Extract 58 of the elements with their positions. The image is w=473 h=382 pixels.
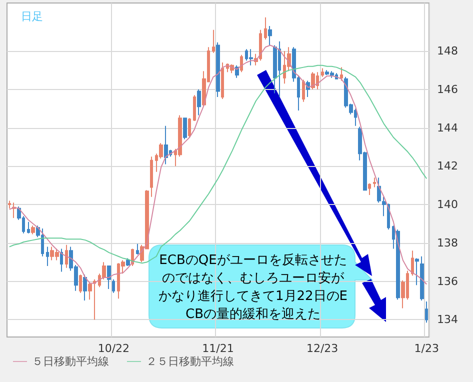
candlestick bbox=[221, 62, 224, 100]
candlestick bbox=[60, 248, 63, 272]
annotation: ECBのQEがユーロを反転させたのではなく、むしろユーロ安がかなり進行してきて1月22日のECBの量的緩和を迎えた bbox=[157, 252, 349, 324]
candlestick bbox=[79, 274, 82, 294]
candlestick bbox=[197, 88, 201, 116]
candlestick bbox=[302, 79, 305, 102]
candlestick bbox=[126, 258, 130, 266]
legend-label: ５日移動平均線 bbox=[32, 355, 109, 368]
candlestick bbox=[107, 265, 111, 290]
y-tick-label: 136 bbox=[437, 274, 458, 288]
candlestick bbox=[259, 29, 262, 62]
candlestick bbox=[311, 72, 315, 90]
candlestick bbox=[373, 177, 376, 188]
candlestick bbox=[396, 229, 400, 300]
candlestick bbox=[150, 156, 153, 198]
candlestick bbox=[93, 278, 96, 320]
candlestick bbox=[183, 118, 187, 140]
candlestick bbox=[321, 68, 324, 78]
candlestick bbox=[377, 177, 381, 204]
candlestick bbox=[212, 29, 215, 54]
candlestick bbox=[46, 246, 49, 266]
y-tick-label: 140 bbox=[437, 198, 458, 212]
candlestick bbox=[112, 278, 115, 294]
candlestick bbox=[188, 118, 191, 138]
candlestick bbox=[249, 48, 253, 66]
candlestick bbox=[164, 125, 168, 165]
candlestick bbox=[216, 42, 220, 98]
candlestick bbox=[83, 274, 87, 302]
candlestick bbox=[425, 300, 428, 324]
candlestick bbox=[415, 258, 419, 286]
y-tick-label: 146 bbox=[437, 82, 458, 96]
candlestick bbox=[411, 250, 414, 276]
x-tick-label: 11/21 bbox=[202, 342, 234, 355]
y-tick-label: 134 bbox=[437, 313, 458, 326]
candlestick bbox=[136, 243, 139, 255]
candlestick bbox=[268, 26, 272, 46]
x-tick-label: 12/23 bbox=[306, 342, 338, 355]
candlestick bbox=[65, 244, 68, 268]
y-tick-label: 144 bbox=[437, 121, 458, 134]
y-tick-label: 142 bbox=[437, 160, 458, 173]
x-tick-label: 1/23 bbox=[414, 342, 439, 355]
candlestick bbox=[273, 44, 277, 94]
y-tick-label: 148 bbox=[437, 44, 458, 58]
candlestick bbox=[31, 225, 35, 235]
candlestick bbox=[368, 182, 371, 196]
candlestick bbox=[240, 54, 243, 73]
line-series bbox=[8, 44, 428, 285]
text: 日足 bbox=[21, 10, 43, 23]
candlestick bbox=[420, 256, 424, 302]
candlestick bbox=[8, 200, 11, 209]
candlestick bbox=[88, 282, 92, 300]
x-tick-label: 10/22 bbox=[98, 342, 130, 355]
legend-label: ２５日移動平均線 bbox=[146, 355, 234, 368]
candlestick bbox=[193, 94, 196, 122]
candlestick bbox=[27, 221, 30, 234]
y-tick-label: 138 bbox=[437, 236, 458, 250]
candlestick bbox=[340, 66, 343, 82]
candlestick bbox=[264, 16, 267, 40]
